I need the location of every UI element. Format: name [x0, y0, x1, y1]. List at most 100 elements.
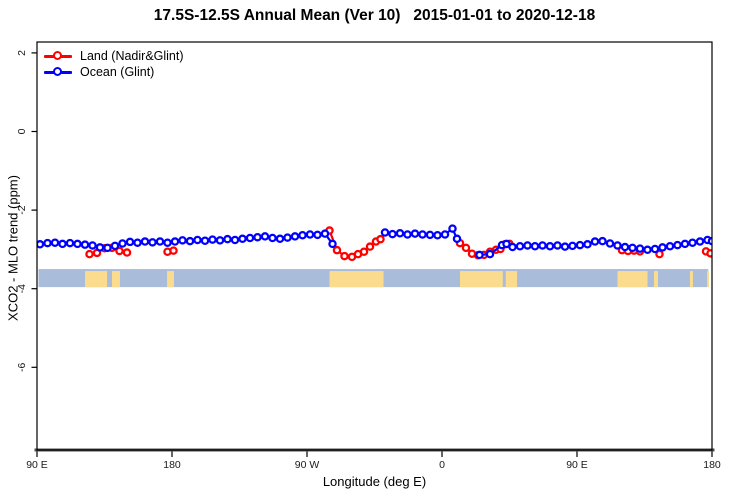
- data-point: [395, 229, 405, 238]
- data-point: [125, 237, 135, 247]
- data-point: [155, 237, 165, 246]
- data-point: [655, 249, 664, 259]
- data-point: [605, 239, 615, 248]
- data-point: [200, 236, 210, 246]
- data-point: [707, 236, 712, 246]
- x-tick-label: 180: [163, 459, 181, 471]
- data-point: [253, 232, 262, 242]
- data-point: [133, 238, 142, 247]
- data-point: [365, 242, 375, 251]
- data-point: [380, 228, 390, 237]
- data-point: [523, 241, 532, 250]
- data-point: [283, 233, 292, 242]
- data-point: [575, 240, 585, 250]
- land-segment: [653, 271, 658, 288]
- data-point: [388, 229, 397, 239]
- data-point: [461, 243, 471, 253]
- ocean-series-marker-icon: [44, 64, 72, 80]
- ocean-series: [37, 224, 712, 260]
- data-point: [403, 230, 412, 239]
- data-point: [418, 230, 427, 239]
- data-point: [95, 243, 105, 252]
- data-point: [553, 241, 562, 250]
- land-segment: [505, 271, 517, 288]
- data-point: [635, 244, 645, 253]
- data-point: [193, 235, 202, 245]
- data-point: [598, 236, 607, 246]
- land-segment: [689, 271, 693, 288]
- data-point: [590, 237, 600, 246]
- data-point: [410, 229, 420, 238]
- x-tick-label: 90 E: [566, 459, 588, 471]
- land-segment: [167, 271, 174, 288]
- data-point: [340, 251, 349, 261]
- plot-border: [36, 41, 713, 451]
- data-point: [376, 234, 385, 244]
- chart-title: 17.5S-12.5S Annual Mean (Ver 10) 2015-01…: [153, 7, 596, 24]
- data-point: [332, 245, 342, 255]
- x-tick-label: 90 E: [26, 459, 48, 471]
- data-point: [88, 241, 97, 250]
- data-point: [613, 241, 622, 250]
- data-point: [58, 239, 67, 249]
- data-point: [215, 236, 225, 245]
- data-point: [110, 241, 120, 251]
- data-point: [43, 238, 52, 248]
- data-point: [208, 235, 217, 244]
- land-segment: [707, 271, 710, 288]
- data-point: [118, 239, 127, 248]
- data-point: [275, 234, 285, 244]
- axes: 90 E 180 90 W 0 90 E 180 2 0 -2 -4 -6: [16, 41, 721, 471]
- x-tick-label: 90 W: [295, 459, 320, 471]
- x-tick-label: 180: [703, 459, 721, 471]
- y-tick-label: 0: [16, 128, 28, 134]
- data-point: [185, 236, 195, 246]
- data-point: [665, 242, 675, 251]
- data-point: [448, 224, 457, 233]
- data-point: [170, 237, 180, 246]
- data-point: [305, 230, 315, 239]
- data-point: [452, 234, 462, 244]
- data-point: [103, 243, 112, 253]
- data-point: [65, 238, 75, 248]
- data-point: [223, 234, 232, 244]
- data-point: [695, 237, 705, 246]
- data-point: [680, 239, 690, 249]
- data-point: [485, 249, 495, 259]
- data-point: [80, 240, 90, 249]
- land-segment: [112, 271, 120, 288]
- data-point: [163, 238, 172, 247]
- data-point: [122, 248, 132, 257]
- data-point: [148, 238, 157, 247]
- data-point: [328, 239, 337, 249]
- y-tick-label: -6: [16, 362, 28, 371]
- data-point: [568, 241, 577, 251]
- land-segment: [329, 271, 384, 288]
- data-point: [178, 236, 187, 245]
- data-point: [85, 249, 94, 259]
- data-point: [37, 240, 45, 249]
- data-point: [433, 231, 442, 240]
- data-point: [169, 246, 178, 255]
- map-strip: [38, 269, 710, 288]
- data-point: [538, 241, 547, 250]
- land-segment: [460, 271, 503, 288]
- data-point: [230, 235, 240, 245]
- data-point: [298, 231, 307, 240]
- data-point: [583, 240, 592, 249]
- land-segment: [617, 271, 648, 288]
- data-point: [530, 242, 540, 251]
- data-point: [115, 246, 124, 256]
- data-point: [620, 242, 630, 252]
- data-point: [658, 243, 667, 252]
- data-point: [673, 240, 682, 250]
- data-point: [290, 232, 300, 241]
- data-point: [650, 244, 660, 254]
- legend-item-ocean: Ocean (Glint): [44, 64, 184, 80]
- data-point: [515, 242, 525, 251]
- data-point: [508, 242, 517, 252]
- data-point: [320, 229, 330, 238]
- y-axis-label: XCO2 - MLO trend (ppm): [5, 175, 21, 321]
